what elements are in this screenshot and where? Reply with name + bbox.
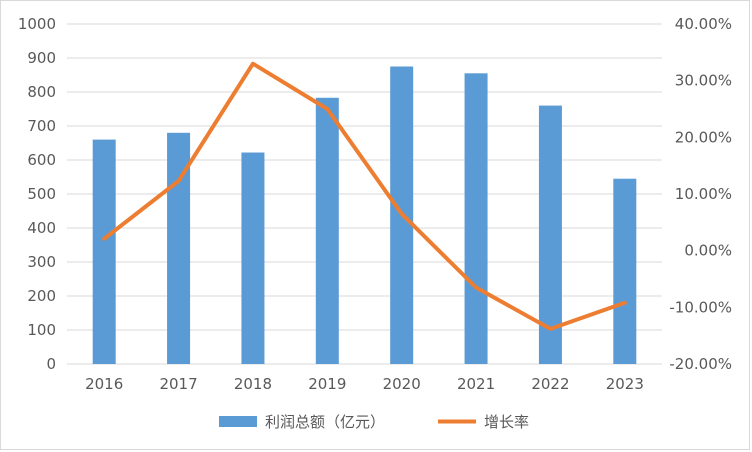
right-tick-label: 30.00% (675, 72, 732, 90)
bar-series-profit (92, 66, 637, 365)
x-tick-label: 2023 (606, 375, 644, 393)
left-tick-label: 500 (27, 185, 56, 203)
left-tick-label: 1000 (18, 15, 56, 33)
left-tick-label: 100 (27, 321, 56, 339)
bar (92, 139, 116, 364)
left-tick-label: 900 (27, 49, 56, 67)
left-axis-ticks: 0 100 200 300 400 500 600 700 800 900 1000 (18, 15, 56, 373)
left-tick-label: 700 (27, 117, 56, 135)
x-tick-label: 2021 (457, 375, 495, 393)
left-tick-label: 0 (46, 355, 56, 373)
bar (613, 178, 637, 364)
right-tick-label: 0.00% (684, 242, 732, 260)
right-tick-label: 10.00% (675, 185, 732, 203)
x-axis-ticks: 2016 2017 2018 2019 2020 2021 2022 2023 (85, 375, 644, 393)
left-tick-label: 300 (27, 253, 56, 271)
legend: 利润总额（亿元） 增长率 (219, 413, 529, 431)
right-tick-label: 20.00% (675, 128, 732, 146)
right-axis-ticks: -20.00% -10.00% 0.00% 10.00% 20.00% 30.00% 40.… (669, 15, 732, 373)
x-tick-label: 2020 (383, 375, 421, 393)
right-tick-label: -20.00% (669, 355, 732, 373)
x-tick-label: 2022 (531, 375, 569, 393)
bar (241, 152, 265, 364)
x-tick-label: 2018 (234, 375, 272, 393)
left-tick-label: 200 (27, 287, 56, 305)
x-tick-label: 2019 (308, 375, 346, 393)
right-tick-label: -10.00% (669, 298, 732, 316)
legend-label-growth: 增长率 (484, 413, 529, 431)
right-tick-label: 40.00% (675, 15, 732, 33)
bar (167, 132, 191, 364)
line-series-growth (102, 61, 627, 331)
left-tick-label: 400 (27, 219, 56, 237)
x-tick-label: 2017 (159, 375, 197, 393)
bar (315, 97, 339, 364)
gridlines (67, 23, 662, 365)
bar (464, 73, 488, 365)
growth-line (102, 61, 627, 331)
left-tick-label: 600 (27, 151, 56, 169)
legend-label-profit: 利润总额（亿元） (265, 413, 385, 431)
x-tick-label: 2016 (85, 375, 123, 393)
left-tick-label: 800 (27, 83, 56, 101)
bar (538, 105, 562, 364)
legend-swatch-profit (219, 416, 257, 427)
